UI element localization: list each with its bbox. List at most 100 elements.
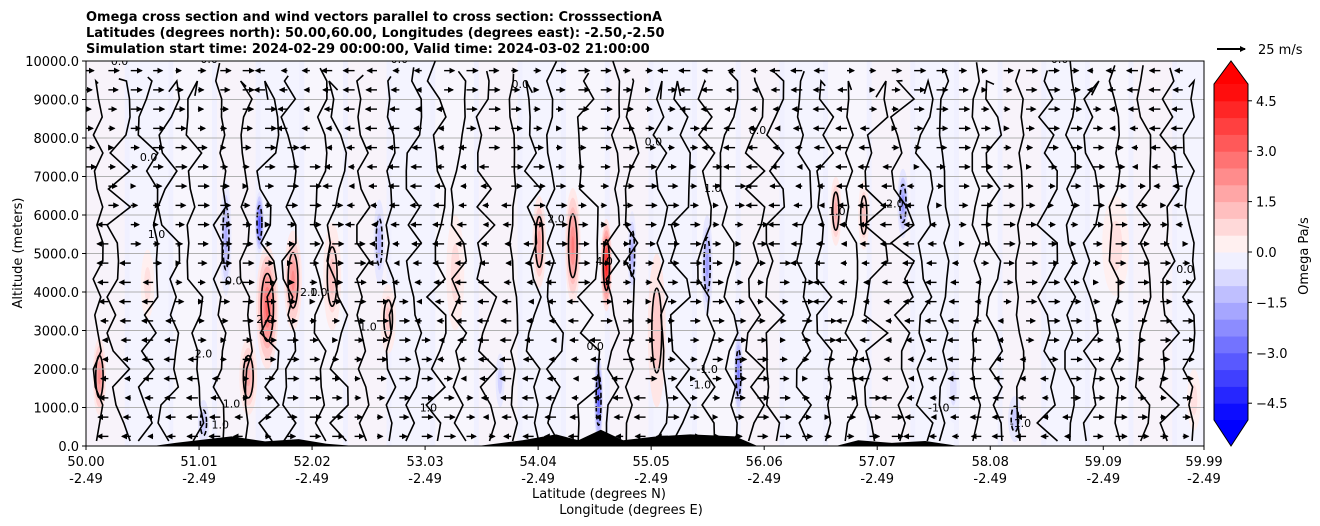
colorbar-segment — [1214, 235, 1248, 253]
zero-contour-line — [1134, 65, 1152, 442]
colorbar: 4.5 3.0 1.5 0.0 −1.5 −3.0 −4.5 — [1213, 60, 1288, 447]
colorbar-segment — [1214, 100, 1248, 119]
omega-contour — [199, 409, 208, 437]
omega-cell — [258, 218, 261, 228]
contour-label: 1.0 — [148, 228, 166, 241]
omega-cell — [705, 252, 709, 278]
plot-area: 0.0 0.0 0.0 0.0 0.0 0.0 0.0 0.0 1.0 1.0 1.0 1.0 1.0 1… — [25, 53, 1223, 487]
colorbar-segment — [1214, 84, 1248, 102]
omega-cell — [571, 236, 575, 256]
colorbar-tick-label: 1.5 — [1256, 196, 1277, 211]
y-tick-label: 3000.0 — [34, 325, 80, 340]
contour-labels: 0.0 0.0 0.0 0.0 0.0 0.0 0.0 0.0 1.0 1.0 1.0 1.0 1.0 1… — [111, 53, 1194, 432]
chart-title-line-2: Latitudes (degrees north): 50.00,60.00, … — [86, 26, 665, 41]
omega-cell — [497, 367, 503, 395]
y-tick-label: 6000.0 — [34, 209, 80, 224]
contour-label: 0.0 — [140, 151, 158, 164]
y-tick-label: 7000.0 — [34, 171, 80, 186]
y-tick-label: 9000.0 — [34, 94, 80, 109]
colorbar-segment — [1214, 336, 1248, 354]
x-tick-label-lon: -2.49 — [860, 472, 894, 487]
colorbar-segment — [1214, 252, 1248, 270]
contour-label: 1.0 — [310, 286, 328, 299]
colorbar-segment — [1214, 201, 1248, 219]
x-tick-label-lon: -2.49 — [295, 472, 329, 487]
colorbar-tick-label: −3.0 — [1256, 347, 1288, 362]
omega-contour — [287, 252, 299, 309]
zero-contour-line — [914, 78, 934, 442]
y-axis-ticks: 0.0 1000.0 2000.0 3000.0 4000.0 5000.0 6000.0 7… — [25, 55, 86, 455]
x-tick-label-lon: -2.49 — [521, 472, 555, 487]
omega-cell — [949, 370, 957, 406]
zero-contour-line — [92, 78, 104, 442]
contour-label: -1.0 — [928, 401, 949, 414]
omega-contour — [256, 204, 263, 241]
zero-contour-line — [1108, 65, 1121, 442]
contour-label: -1.0 — [696, 363, 717, 376]
contour-label: 0.0 — [749, 124, 767, 137]
terrain-silhouette — [86, 429, 1204, 446]
colorbar-tick-label: 0.0 — [1256, 246, 1277, 261]
contour-label: 2.0 — [300, 286, 318, 299]
omega-cell — [737, 365, 740, 380]
quiver-key: 25 m/s — [1217, 43, 1303, 58]
colorbar-segment — [1214, 134, 1248, 152]
contour-label: 0.0 — [1176, 263, 1194, 276]
omega-contour — [326, 246, 338, 308]
colorbar-segment — [1214, 151, 1248, 169]
x-tick-label-lon: -2.49 — [408, 472, 442, 487]
y-tick-label: 8000.0 — [34, 132, 80, 147]
zero-contour-line — [1036, 70, 1059, 442]
colorbar-segment — [1214, 319, 1248, 337]
colorbar-segment — [1214, 403, 1248, 421]
contour-label: 0.0 — [1051, 53, 1069, 66]
contour-label: 2.0 — [256, 313, 274, 326]
contour-label: 0.0 — [511, 78, 529, 91]
quiver-key-label: 25 m/s — [1258, 43, 1303, 58]
wind-vectors — [86, 67, 1195, 440]
zero-contour-line — [1063, 61, 1077, 442]
omega-cell — [597, 393, 600, 407]
x-tick-label-lat: 58.08 — [972, 455, 1009, 470]
contour-label: 0.0 — [645, 136, 663, 149]
x-tick-label-lat: 50.00 — [67, 455, 104, 470]
y-tick-label: 4000.0 — [34, 286, 80, 301]
colorbar-segment — [1214, 369, 1248, 387]
omega-cell — [901, 194, 905, 213]
chart-title-line-1: Omega cross section and wind vectors par… — [86, 10, 662, 25]
y-tick-label: 5000.0 — [34, 248, 80, 263]
omega-cell — [450, 243, 460, 302]
zero-contour-line — [795, 70, 813, 442]
zero-contour-line — [185, 80, 205, 442]
contour-label: 0.0 — [586, 340, 604, 353]
omega-contour — [567, 213, 578, 279]
zero-contour-line — [938, 69, 951, 442]
y-tick-label: 2000.0 — [34, 363, 80, 378]
x-tick-label-lat: 52.02 — [293, 455, 330, 470]
colorbar-tick-label: 4.5 — [1256, 95, 1277, 110]
colorbar-segment — [1214, 268, 1248, 287]
x-tick-label-lat: 55.05 — [633, 455, 670, 470]
contour-label: 2.0 — [547, 213, 565, 226]
zero-contour-line — [669, 80, 692, 442]
omega-cell — [144, 266, 151, 302]
colorbar-segment — [1214, 302, 1248, 320]
omega-cell — [377, 227, 382, 257]
zero-contour-line — [652, 80, 669, 442]
x-tick-label-lat: 59.99 — [1185, 455, 1222, 470]
x-axis-ticks: 50.00 -2.49 51.01 -2.49 52.02 -2.49 53.03 -2.49… — [67, 446, 1223, 487]
x-tick-label-lon: -2.49 — [69, 472, 103, 487]
colorbar-segment — [1214, 168, 1248, 186]
contour-label: 4.0 — [595, 255, 613, 268]
zero-contour-line — [280, 75, 297, 442]
omega-contour — [534, 215, 544, 269]
colorbar-segment — [1214, 218, 1248, 236]
zero-contour-line — [450, 70, 468, 442]
contour-label: 0.0 — [391, 53, 409, 66]
contour-label: 0.0 — [225, 274, 243, 287]
omega-contour — [375, 217, 384, 267]
contour-label: -2.0 — [882, 197, 903, 210]
colorbar-tick-label: −4.5 — [1256, 397, 1288, 412]
omega-cell — [224, 223, 228, 253]
